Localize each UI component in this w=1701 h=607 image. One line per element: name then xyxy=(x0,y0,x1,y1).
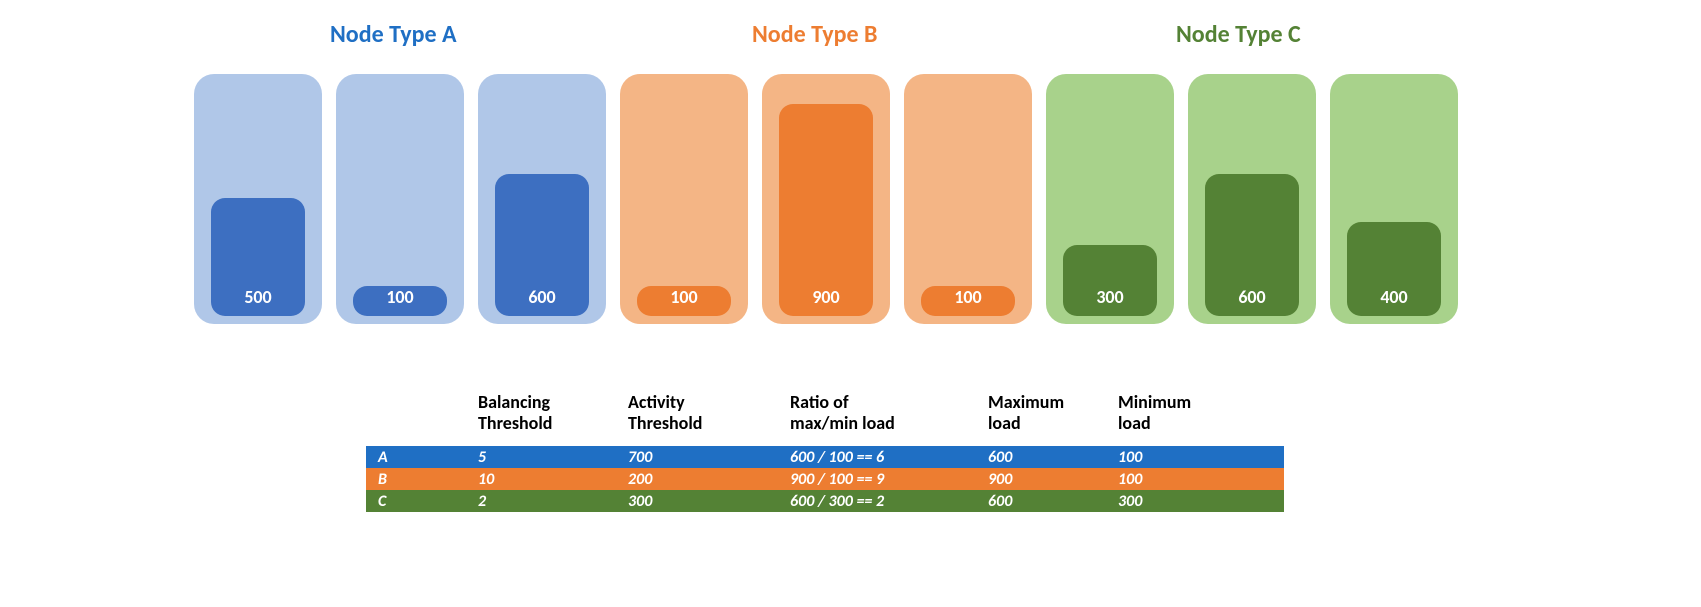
node-load-value: 400 xyxy=(1380,286,1407,316)
node-load-value: 100 xyxy=(670,286,697,316)
table-header: Minimumload xyxy=(1118,392,1191,433)
table-cell: 700 xyxy=(628,448,652,467)
table-cell: 300 xyxy=(1118,492,1142,511)
node-load-value: 100 xyxy=(954,286,981,316)
table-cell: 5 xyxy=(478,448,486,467)
node-load-value: 100 xyxy=(386,286,413,316)
node-load-bar: 300 xyxy=(1063,245,1157,316)
table-cell: B xyxy=(378,470,387,489)
group-title: Node Type B xyxy=(752,20,877,49)
node-load-value: 600 xyxy=(528,286,555,316)
node-load-bar: 900 xyxy=(779,104,873,316)
table-cell: 600 xyxy=(988,492,1012,511)
table-cell: 600 / 300 == 2 xyxy=(790,492,884,511)
table-header: ActivityThreshold xyxy=(628,392,702,433)
node-load-bar: 100 xyxy=(353,286,447,316)
table-cell: 100 xyxy=(1118,470,1142,489)
table-cell: 600 / 100 == 6 xyxy=(790,448,884,467)
node-load-bar: 600 xyxy=(495,174,589,316)
node-load-value: 900 xyxy=(812,286,839,316)
table-cell: 900 xyxy=(988,470,1012,489)
table-header: Ratio ofmax/min load xyxy=(790,392,895,433)
node-load-bar: 400 xyxy=(1347,222,1441,316)
node-load-bar: 100 xyxy=(637,286,731,316)
table-cell: 600 xyxy=(988,448,1012,467)
table-cell: 300 xyxy=(628,492,652,511)
node-load-bar: 500 xyxy=(211,198,305,316)
table-cell: A xyxy=(378,448,388,467)
table-cell: 900 / 100 == 9 xyxy=(790,470,884,489)
table-cell: 10 xyxy=(478,470,494,489)
diagram-root: Node Type A 500 100 600 Node Type B 100 900 100… xyxy=(0,0,1701,607)
table-cell: 2 xyxy=(478,492,486,511)
table-cell: 100 xyxy=(1118,448,1142,467)
node-load-bar: 600 xyxy=(1205,174,1299,316)
node-load-value: 300 xyxy=(1096,286,1123,316)
table-header: Maximumload xyxy=(988,392,1064,433)
group-title: Node Type C xyxy=(1176,20,1301,49)
table-cell: 200 xyxy=(628,470,652,489)
table-cell: C xyxy=(378,492,386,511)
group-title: Node Type A xyxy=(330,20,457,49)
node-load-value: 500 xyxy=(244,286,271,316)
node-load-value: 600 xyxy=(1238,286,1265,316)
table-header: BalancingThreshold xyxy=(478,392,552,433)
node-load-bar: 100 xyxy=(921,286,1015,316)
